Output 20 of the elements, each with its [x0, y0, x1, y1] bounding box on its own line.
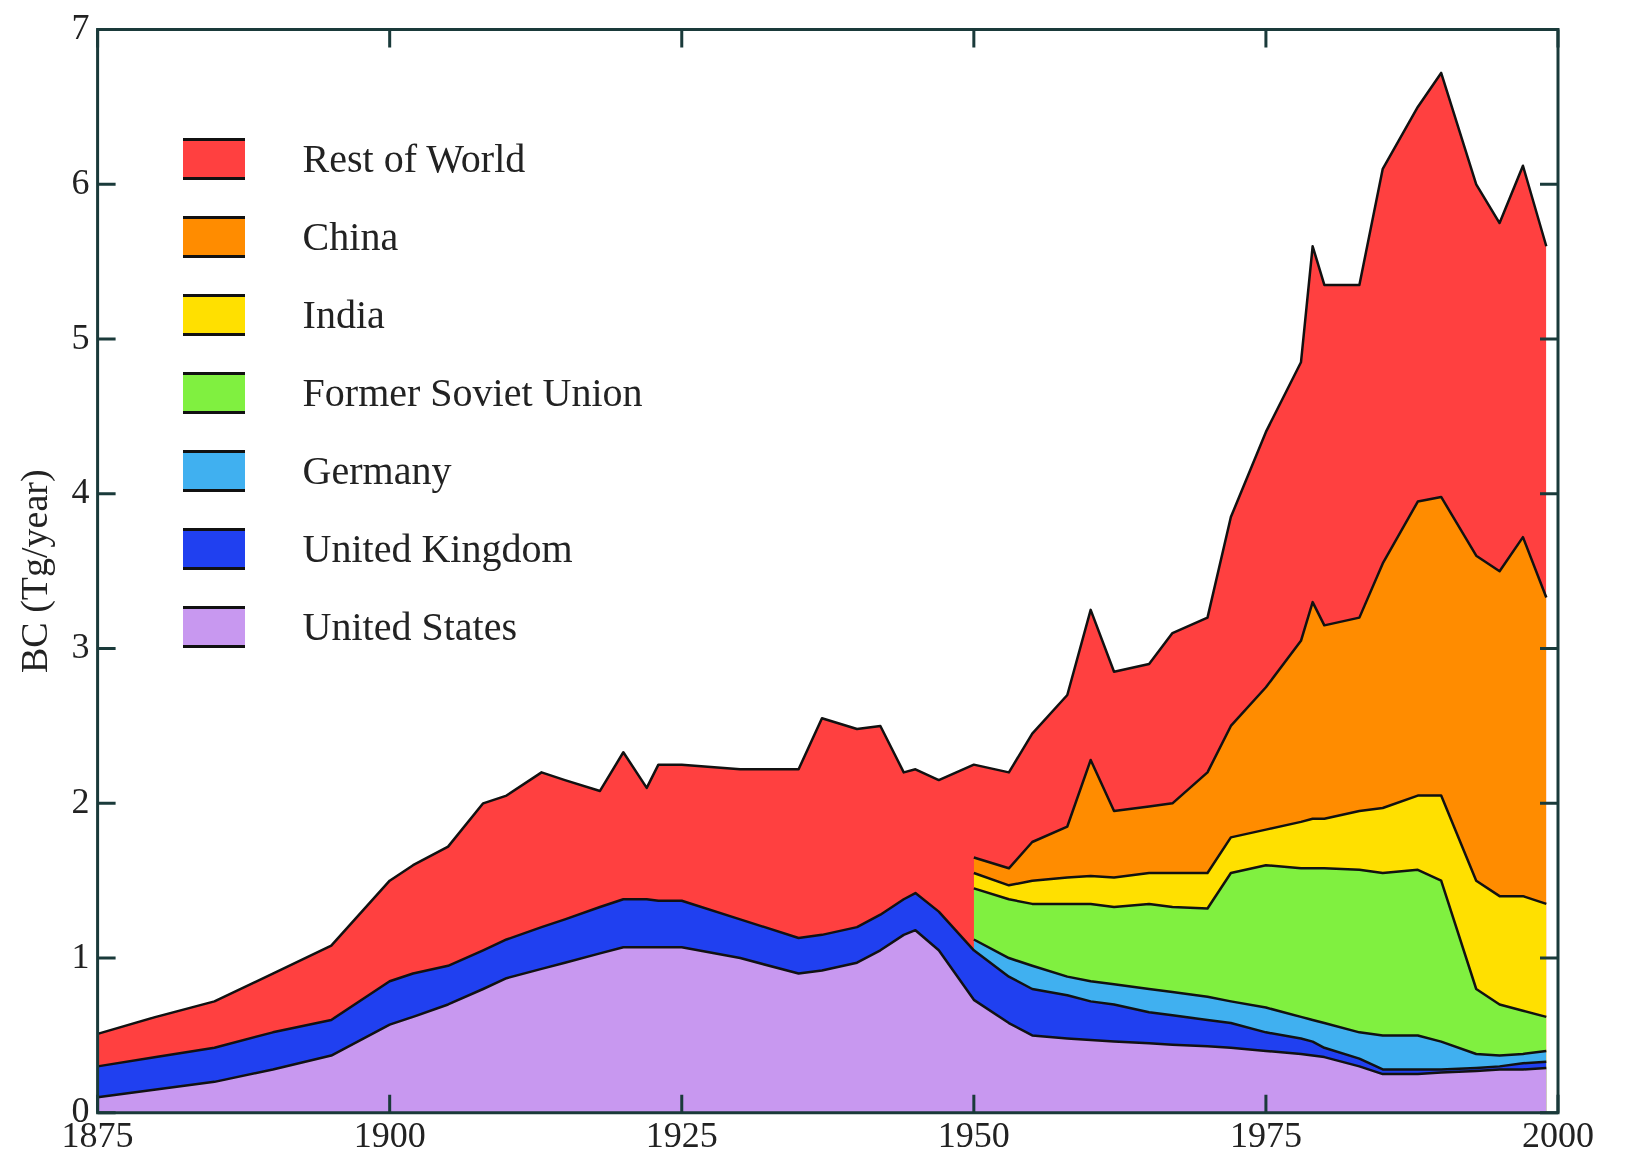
- legend-label: United States: [302, 603, 518, 651]
- x-tick-label: 1950: [937, 1114, 1010, 1155]
- y-tick-label: 7: [71, 7, 90, 48]
- x-tick-label: 2000: [1522, 1114, 1594, 1155]
- legend-label: United Kingdom: [302, 525, 573, 573]
- legend-label: China: [302, 213, 399, 261]
- legend-label: Former Soviet Union: [302, 369, 643, 417]
- y-tick-label: 5: [71, 316, 90, 357]
- x-tick-label: 1925: [645, 1114, 718, 1155]
- y-tick-label: 1: [71, 935, 90, 976]
- y-tick-label: 6: [71, 161, 90, 202]
- legend-label: Germany: [302, 447, 452, 495]
- legend-label: Rest of World: [302, 135, 526, 183]
- y-tick-label: 2: [71, 780, 90, 821]
- y-tick-label: 4: [71, 471, 90, 512]
- y-tick-label: 3: [71, 626, 90, 667]
- legend-label: India: [302, 291, 385, 339]
- y-axis-title: BC (Tg/year): [12, 469, 56, 674]
- x-tick-label: 1975: [1229, 1114, 1302, 1155]
- x-tick-label: 1900: [353, 1114, 426, 1155]
